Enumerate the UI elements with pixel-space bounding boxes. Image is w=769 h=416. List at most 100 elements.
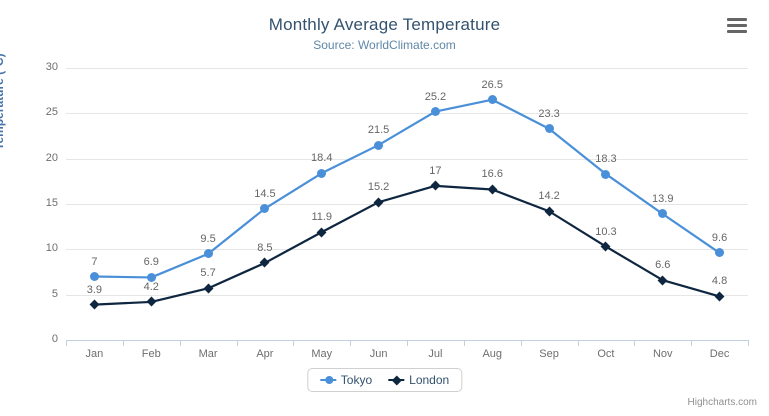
data-point[interactable] [317, 168, 327, 178]
x-tick-label: Feb [141, 348, 161, 360]
x-tick [66, 340, 67, 346]
x-tick-label: Dec [709, 348, 730, 360]
data-point[interactable] [430, 107, 440, 117]
data-label: 4.8 [711, 275, 728, 288]
data-point[interactable] [601, 169, 611, 179]
y-tick-label: 15 [45, 197, 58, 209]
series-line-tokyo [93, 98, 721, 279]
legend-label-london: London [409, 373, 450, 387]
x-tick [520, 340, 522, 346]
x-tick [293, 340, 295, 346]
x-tick-label: Oct [597, 348, 615, 360]
x-tick [691, 340, 693, 346]
data-label: 16.6 [481, 168, 503, 181]
data-label: 9.5 [200, 232, 216, 245]
data-label: 5.7 [200, 267, 216, 280]
credits-link[interactable]: Highcharts.com [687, 397, 757, 408]
data-point[interactable] [487, 184, 498, 195]
data-label: 21.5 [367, 124, 390, 137]
x-tick [634, 340, 636, 346]
x-tick-label: Aug [482, 348, 503, 360]
data-point[interactable] [89, 272, 99, 282]
data-label: 25.2 [424, 90, 447, 103]
data-label: 14.5 [254, 187, 276, 200]
legend-marker-tokyo [319, 376, 336, 384]
data-point[interactable] [657, 275, 668, 286]
data-label: 15.2 [367, 181, 390, 194]
legend-item-tokyo[interactable]: Tokyo [319, 373, 373, 387]
y-axis-title: Temperature (°C) [0, 53, 6, 150]
chart-title: Monthly Average Temperature [268, 15, 501, 34]
gridline [66, 68, 748, 69]
x-tick-label: Apr [256, 348, 274, 360]
x-tick-label: Jul [428, 348, 443, 360]
gridline [66, 113, 748, 115]
data-point[interactable] [146, 272, 156, 282]
x-tick [236, 340, 238, 346]
x-tick-label: Mar [198, 348, 218, 360]
data-point[interactable] [544, 206, 555, 217]
x-tick [577, 340, 579, 346]
x-tick [350, 340, 352, 346]
x-tick-label: Sep [539, 348, 559, 360]
data-point[interactable] [316, 227, 327, 238]
x-tick-label: May [311, 348, 333, 360]
data-point[interactable] [203, 283, 214, 294]
y-tick-label: 5 [51, 287, 58, 300]
hamburger-menu-icon[interactable] [727, 18, 747, 34]
x-tick [179, 340, 181, 346]
data-label: 18.3 [595, 153, 617, 166]
y-tick-label: 0 [51, 333, 58, 345]
data-point[interactable] [259, 257, 270, 268]
chart-subtitle: Source: WorldClimate.com [313, 38, 456, 52]
data-point[interactable] [544, 124, 554, 134]
gridline [66, 158, 748, 160]
data-label: 11.9 [311, 211, 333, 224]
x-tick-label: Jan [85, 348, 104, 360]
gridline [66, 294, 748, 296]
legend: Tokyo London [306, 368, 463, 392]
y-tick-label: 30 [45, 61, 58, 73]
data-point[interactable] [430, 180, 441, 191]
data-label: 4.2 [143, 280, 159, 293]
menu-bar-2 [727, 24, 747, 27]
y-tick-label: 10 [45, 242, 58, 255]
data-point[interactable] [374, 140, 384, 150]
gridline [66, 249, 748, 251]
data-point[interactable] [89, 299, 100, 310]
gridline [66, 204, 748, 205]
data-label: 18.4 [311, 152, 333, 165]
menu-bar-1 [727, 18, 747, 21]
legend-item-london[interactable]: London [388, 373, 449, 387]
x-tick [748, 340, 749, 346]
data-label: 26.5 [481, 78, 503, 91]
data-point[interactable] [373, 197, 384, 208]
data-label: 13.9 [652, 192, 674, 205]
data-label: 3.9 [86, 283, 103, 296]
data-label: 7 [91, 255, 98, 268]
data-label: 23.3 [538, 107, 560, 120]
data-label: 17 [429, 164, 442, 177]
data-label: 14.2 [538, 190, 560, 203]
menu-bar-3 [727, 30, 747, 33]
y-tick-label: 25 [45, 106, 58, 119]
data-point[interactable] [146, 296, 157, 307]
data-label: 9.6 [711, 231, 728, 244]
data-point[interactable] [658, 209, 668, 219]
data-point[interactable] [487, 95, 497, 105]
x-tick [407, 340, 408, 346]
y-tick-label: 20 [45, 151, 58, 164]
legend-marker-london [388, 375, 405, 385]
data-label: 10.3 [595, 225, 617, 238]
legend-label-tokyo: Tokyo [340, 373, 373, 387]
data-point[interactable] [714, 291, 725, 302]
data-label: 6.6 [655, 259, 671, 272]
data-label: 6.9 [143, 256, 159, 269]
data-point[interactable] [203, 249, 213, 259]
x-tick [463, 340, 465, 346]
data-point[interactable] [260, 204, 270, 214]
x-tick-label: Nov [652, 348, 673, 360]
x-tick-label: Jun [369, 348, 388, 360]
data-point[interactable] [715, 248, 725, 258]
